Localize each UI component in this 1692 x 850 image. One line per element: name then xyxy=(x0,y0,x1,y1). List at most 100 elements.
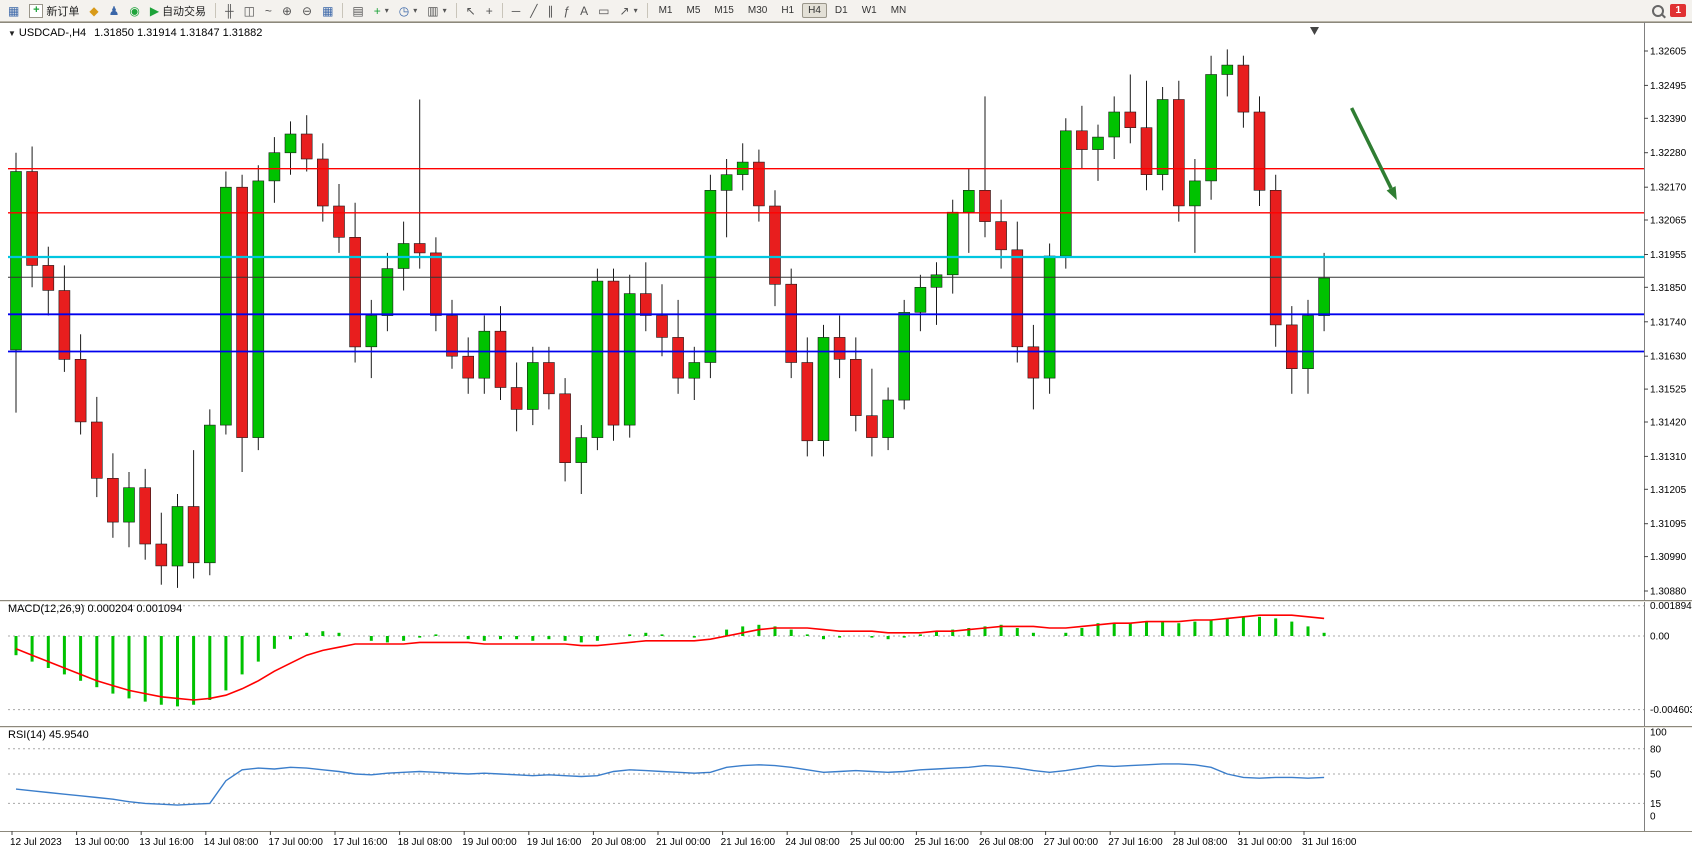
chart-window[interactable]: 1.32605 1.32495 1.32390 1.32280 1.32170 1.320… xyxy=(0,22,1692,850)
toolbar: ▦ + 新订单 ◆ ♟ ◉ ▶ 自动交易 ╫ ◫ ~ ⊕ ⊖ ▦ ▤ + ▾ xyxy=(0,0,1692,22)
svg-text:1.31630: 1.31630 xyxy=(1650,352,1687,363)
search-icon[interactable] xyxy=(1652,4,1665,17)
svg-text:1.30880: 1.30880 xyxy=(1650,587,1687,598)
trendline-icon[interactable]: ╱ xyxy=(530,3,538,18)
toolbar-group-trade: ▦ + 新订单 ◆ ♟ ◉ ▶ 自动交易 xyxy=(4,1,210,21)
dropdown-arrow-icon: ▾ xyxy=(442,6,447,15)
candlestick-chart-icon[interactable]: ◫ xyxy=(243,3,255,18)
svg-text:1.31205: 1.31205 xyxy=(1650,485,1687,496)
timeframe-mn[interactable]: MN xyxy=(890,5,907,16)
annotation-arrow xyxy=(1350,107,1397,200)
timeframe-m15[interactable]: M15 xyxy=(714,5,734,16)
timeframe-d1[interactable]: D1 xyxy=(834,5,848,16)
autotrading-play-icon: ▶ xyxy=(149,3,160,18)
dropdown-arrow-icon: ▾ xyxy=(384,6,389,15)
svg-text:24 Jul 08:00: 24 Jul 08:00 xyxy=(785,837,840,848)
tile-windows-icon[interactable]: ▦ xyxy=(322,3,334,18)
rsi-line xyxy=(15,763,1325,806)
svg-text:13 Jul 16:00: 13 Jul 16:00 xyxy=(139,837,194,848)
bar-chart-icon[interactable]: ╫ xyxy=(225,3,234,18)
svg-text:21 Jul 16:00: 21 Jul 16:00 xyxy=(721,837,776,848)
svg-text:17 Jul 00:00: 17 Jul 00:00 xyxy=(268,837,323,848)
fibonacci-icon[interactable]: ƒ xyxy=(563,3,571,18)
timeframe-h4[interactable]: H4 xyxy=(802,3,827,18)
svg-text:80: 80 xyxy=(1650,744,1662,755)
timeframe-m5[interactable]: M5 xyxy=(686,5,701,16)
new-order-button[interactable]: + 新订单 xyxy=(25,1,83,21)
notification-badge[interactable]: 1 xyxy=(1670,4,1686,17)
cascade-windows-icon[interactable]: ▤ xyxy=(352,3,364,18)
autotrading-button[interactable]: ▶ 自动交易 xyxy=(146,1,210,21)
candlesticks xyxy=(10,49,1330,588)
crosshair-icon[interactable]: + xyxy=(485,3,493,18)
equidistant-channel-icon[interactable]: ∥ xyxy=(547,3,554,18)
svg-text:1.32065: 1.32065 xyxy=(1650,216,1687,227)
svg-text:1.32605: 1.32605 xyxy=(1650,47,1687,58)
toolbar-group-chart-type: ╫ ◫ ~ ⊕ ⊖ ▦ xyxy=(221,3,337,19)
svg-text:25 Jul 00:00: 25 Jul 00:00 xyxy=(850,837,905,848)
svg-text:1.32170: 1.32170 xyxy=(1650,183,1687,194)
templates-icon[interactable]: ▥ ▾ xyxy=(427,3,447,18)
svg-text:31 Jul 00:00: 31 Jul 00:00 xyxy=(1237,837,1292,848)
svg-text:0: 0 xyxy=(1650,812,1656,823)
text-label-icon[interactable]: ▭ xyxy=(598,3,610,18)
svg-text:1.31740: 1.31740 xyxy=(1650,317,1687,328)
ohlc-values: 1.31850 1.31914 1.31847 1.31882 xyxy=(94,27,263,39)
signals-icon[interactable]: ♟ xyxy=(108,3,120,18)
svg-text:13 Jul 00:00: 13 Jul 00:00 xyxy=(75,837,130,848)
new-order-label: 新订单 xyxy=(46,5,80,18)
toolbar-separator xyxy=(455,3,457,18)
timeframe-w1[interactable]: W1 xyxy=(861,5,877,16)
timeframe-group: M1 M5 M15 M30 H1 H4 D1 W1 MN xyxy=(653,3,913,18)
svg-text:1.31095: 1.31095 xyxy=(1650,519,1687,530)
svg-text:28 Jul 08:00: 28 Jul 08:00 xyxy=(1173,837,1228,848)
cursor-icon[interactable]: ↖ xyxy=(465,3,476,18)
line-chart-icon[interactable]: ~ xyxy=(264,3,272,18)
arrows-tool-icon[interactable]: ↗ ▾ xyxy=(619,3,638,18)
svg-text:26 Jul 08:00: 26 Jul 08:00 xyxy=(979,837,1034,848)
svg-text:1.32390: 1.32390 xyxy=(1650,114,1687,125)
zoom-out-icon[interactable]: ⊖ xyxy=(302,3,313,18)
toolbar-separator xyxy=(342,3,344,18)
svg-text:50: 50 xyxy=(1650,770,1662,781)
vps-icon[interactable]: ◉ xyxy=(129,3,140,18)
zoom-in-icon[interactable]: ⊕ xyxy=(281,3,292,18)
svg-text:1.31955: 1.31955 xyxy=(1650,250,1687,261)
timeframe-m30[interactable]: M30 xyxy=(747,5,768,16)
svg-text:0.00: 0.00 xyxy=(1650,632,1670,643)
svg-text:1.32495: 1.32495 xyxy=(1650,81,1687,92)
dropdown-arrow-icon: ▾ xyxy=(413,6,418,15)
svg-text:-0.004603: -0.004603 xyxy=(1650,705,1692,716)
timeframe-m1[interactable]: M1 xyxy=(658,5,673,16)
svg-text:27 Jul 00:00: 27 Jul 00:00 xyxy=(1044,837,1099,848)
rsi-label: RSI(14) 45.9540 xyxy=(8,729,89,741)
toolbar-group-drawing: ↖ + ─ ╱ ∥ ƒ A ▭ ↗ ▾ xyxy=(462,3,642,19)
svg-text:12 Jul 2023: 12 Jul 2023 xyxy=(10,837,62,848)
periods-icon[interactable]: ◷ ▾ xyxy=(398,3,418,18)
svg-text:17 Jul 16:00: 17 Jul 16:00 xyxy=(333,837,388,848)
horizontal-line-icon[interactable]: ─ xyxy=(511,3,521,18)
charts-icon[interactable]: ▦ xyxy=(8,3,20,18)
new-order-icon: + xyxy=(29,3,44,18)
market-icon[interactable]: ◆ xyxy=(89,3,99,18)
toolbar-separator xyxy=(646,3,648,18)
toolbar-separator xyxy=(501,3,503,18)
bar-shift-marker xyxy=(1310,27,1319,35)
svg-text:0.001894: 0.001894 xyxy=(1650,601,1692,612)
toolbar-separator xyxy=(215,3,217,18)
macd-histogram xyxy=(14,616,1326,707)
svg-text:21 Jul 00:00: 21 Jul 00:00 xyxy=(656,837,711,848)
svg-text:19 Jul 16:00: 19 Jul 16:00 xyxy=(527,837,582,848)
svg-text:1.31420: 1.31420 xyxy=(1650,418,1687,429)
autotrading-label: 自动交易 xyxy=(162,5,207,18)
svg-text:100: 100 xyxy=(1650,728,1667,739)
dropdown-arrow-icon: ▾ xyxy=(633,6,638,15)
timeframe-h1[interactable]: H1 xyxy=(781,5,795,16)
svg-text:15: 15 xyxy=(1650,799,1662,810)
indicators-icon[interactable]: + ▾ xyxy=(373,3,389,18)
toolbar-right-group: 1 xyxy=(1652,4,1688,17)
macd-signal-line xyxy=(15,614,1325,701)
text-tool-icon[interactable]: A xyxy=(580,3,589,18)
